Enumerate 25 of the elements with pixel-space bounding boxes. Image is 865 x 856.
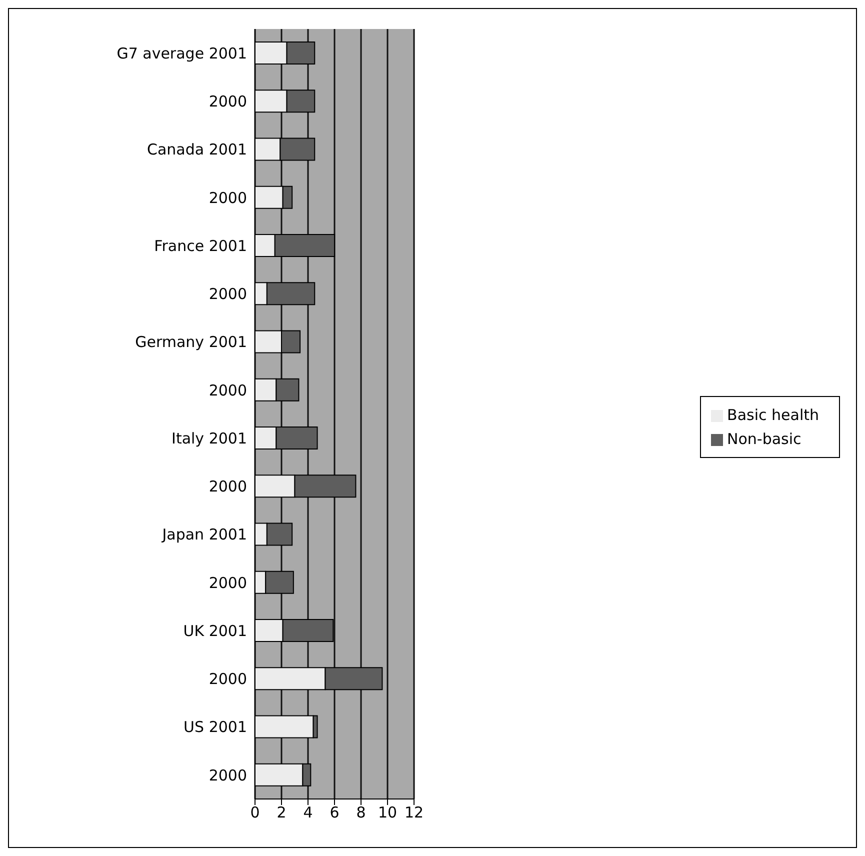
- y-tick-label: Canada 2001: [146, 140, 247, 159]
- y-tick-label: 2000: [208, 92, 247, 111]
- y-tick-label: Italy 2001: [172, 429, 247, 448]
- x-tick-label: 8: [356, 804, 366, 822]
- x-tick-label: 6: [330, 804, 340, 822]
- y-tick-label: US 2001: [184, 718, 247, 736]
- y-tick-label: 2000: [208, 285, 247, 304]
- x-tick-label: 2: [276, 804, 286, 822]
- y-tick-label: 2000: [208, 574, 247, 592]
- y-tick-label: Germany 2001: [135, 333, 247, 352]
- x-tick-label: 0: [250, 804, 260, 822]
- y-tick-label: 2000: [208, 670, 247, 688]
- y-tick-label: Japan 2001: [161, 526, 247, 544]
- legend-label: Basic health: [727, 406, 819, 424]
- x-tick-label: 12: [404, 804, 424, 822]
- y-tick-label: France 2001: [154, 236, 247, 255]
- y-tick-label: 2000: [208, 766, 247, 784]
- y-tick-label: G7 average 2001: [116, 44, 247, 62]
- y-tick-label: 2000: [208, 478, 247, 496]
- x-tick-label: 10: [378, 804, 398, 822]
- y-tick-label: 2000: [208, 381, 247, 400]
- x-tick-label: 4: [303, 804, 313, 822]
- legend-label: Non-basic: [727, 430, 802, 448]
- y-tick-label: 2000: [208, 188, 247, 207]
- y-tick-label: UK 2001: [183, 622, 247, 640]
